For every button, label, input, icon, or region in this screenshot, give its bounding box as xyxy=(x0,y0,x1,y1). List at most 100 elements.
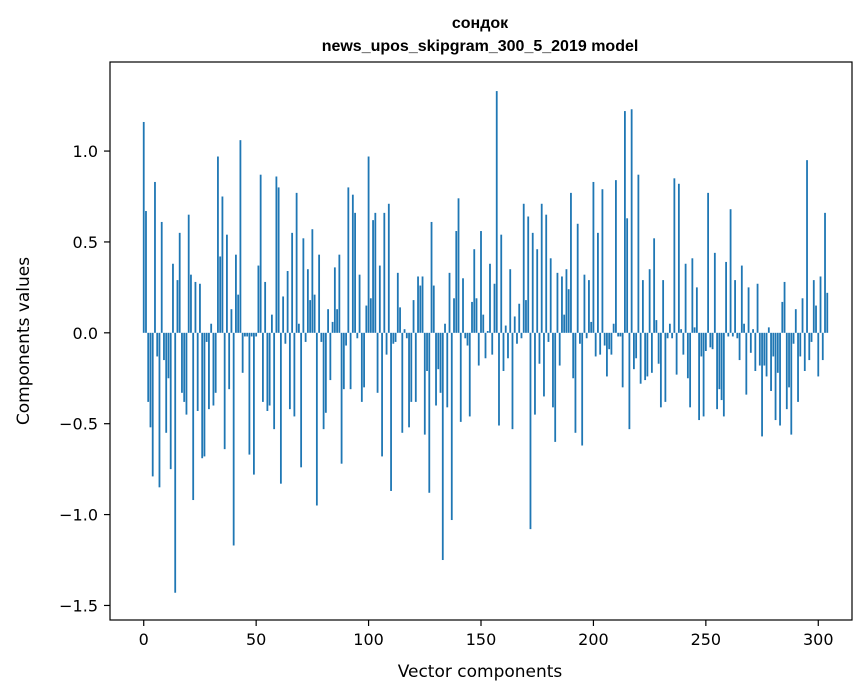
bar xyxy=(482,314,485,333)
bar xyxy=(570,192,572,333)
bar xyxy=(410,332,413,402)
bar xyxy=(446,332,449,408)
bar xyxy=(385,332,388,355)
bar xyxy=(790,332,793,435)
bar xyxy=(608,332,611,350)
bar xyxy=(758,332,761,366)
bar xyxy=(633,332,635,370)
bar xyxy=(190,274,192,333)
bar xyxy=(702,332,705,417)
bar xyxy=(722,332,725,417)
bar xyxy=(810,332,813,342)
bar xyxy=(324,332,327,413)
bar xyxy=(293,332,296,417)
plot-frame xyxy=(109,61,853,621)
bar xyxy=(711,332,714,350)
bar xyxy=(369,298,372,333)
bar xyxy=(583,274,586,333)
bar xyxy=(279,332,282,484)
bar xyxy=(172,263,174,333)
bar xyxy=(536,249,539,333)
x-axis-ticks: 0 50 100 150 200 250 300 xyxy=(139,620,834,649)
bar xyxy=(205,332,208,342)
bar xyxy=(217,156,219,333)
bar xyxy=(511,332,514,430)
bar xyxy=(459,332,462,422)
bar xyxy=(210,323,213,333)
bar xyxy=(495,91,498,333)
bar xyxy=(738,332,741,361)
bar xyxy=(612,323,615,333)
bar xyxy=(226,234,228,333)
bar xyxy=(619,332,622,337)
bar xyxy=(520,332,523,339)
bar xyxy=(720,332,723,401)
bar xyxy=(767,327,770,333)
bar xyxy=(518,303,521,333)
bar xyxy=(394,332,397,342)
bar xyxy=(277,187,280,333)
bar xyxy=(169,332,172,470)
bar xyxy=(257,265,260,333)
x-tick-label: 300 xyxy=(803,630,834,649)
bar xyxy=(684,263,687,333)
bar xyxy=(648,269,651,333)
bar xyxy=(826,292,829,333)
bar xyxy=(597,232,599,333)
bar xyxy=(680,329,683,333)
y-tick-label: 0.0 xyxy=(73,324,98,343)
bar xyxy=(545,214,548,333)
bar xyxy=(450,332,453,521)
bar xyxy=(232,332,235,546)
bar xyxy=(581,332,584,446)
bar xyxy=(212,332,215,406)
bar xyxy=(563,314,566,333)
bar xyxy=(794,309,797,333)
bar xyxy=(403,329,406,333)
bar xyxy=(736,332,739,339)
bar xyxy=(572,332,575,379)
bar xyxy=(655,320,658,333)
bar xyxy=(412,300,415,333)
bar xyxy=(549,258,552,333)
bar xyxy=(183,332,186,402)
bar xyxy=(419,285,422,333)
bar xyxy=(824,212,826,333)
bar xyxy=(664,332,667,402)
bar xyxy=(785,332,788,410)
bar xyxy=(552,332,554,408)
bar xyxy=(145,211,147,333)
bar xyxy=(255,332,258,337)
bar xyxy=(414,332,417,402)
y-tick-label: 0.5 xyxy=(73,233,98,252)
y-tick-label: −1.5 xyxy=(59,596,98,615)
bar xyxy=(435,332,437,406)
bar xyxy=(340,332,343,464)
bar xyxy=(543,332,545,397)
bar xyxy=(192,332,195,501)
bar xyxy=(313,294,316,333)
bar xyxy=(230,309,233,333)
bar xyxy=(576,223,579,333)
bar xyxy=(821,332,824,361)
bar xyxy=(779,332,781,426)
bar xyxy=(650,332,653,373)
bar xyxy=(500,234,503,333)
y-axis-label: Components values xyxy=(14,257,34,425)
bar xyxy=(297,323,300,333)
bar xyxy=(163,332,165,361)
bar xyxy=(561,276,563,333)
bar xyxy=(624,111,626,333)
bar xyxy=(635,332,638,359)
bar xyxy=(223,332,226,450)
bar xyxy=(475,298,478,333)
bar xyxy=(315,332,318,506)
bar xyxy=(504,325,507,333)
bar xyxy=(417,276,419,333)
bar xyxy=(484,332,487,359)
bar xyxy=(819,276,822,333)
bar xyxy=(513,316,516,333)
bar xyxy=(259,174,262,333)
bar xyxy=(468,332,471,417)
bar xyxy=(275,176,278,333)
